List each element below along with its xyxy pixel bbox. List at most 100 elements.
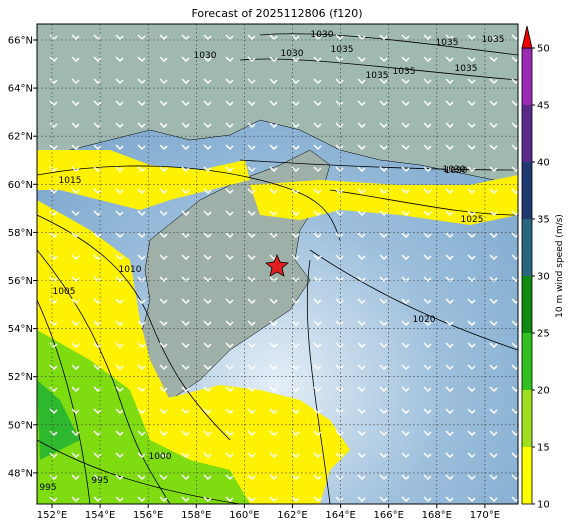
wind-barb (203, 452, 212, 459)
wind-barb (225, 166, 234, 173)
wind-barb (225, 100, 234, 107)
wind-barb (511, 430, 518, 437)
lat-label: 66°N (8, 36, 33, 47)
wind-barb (181, 166, 190, 173)
wind-barb (203, 386, 212, 393)
wind-barb (379, 386, 388, 393)
wind-barb (181, 430, 190, 437)
wind-barb (247, 364, 256, 371)
wind-barb (379, 78, 388, 85)
wind-barb (423, 78, 432, 85)
lon-label: 154°E (85, 510, 115, 521)
isobar-label: 1030 (443, 165, 466, 175)
wind-barb (313, 386, 322, 393)
wind-barb (269, 166, 278, 173)
wind-barb (423, 210, 432, 217)
wind-barb (71, 254, 80, 261)
wind-barb (489, 298, 498, 305)
wind-barb (423, 342, 432, 349)
wind-barb (489, 386, 498, 393)
wind-barb (423, 232, 432, 239)
lat-label: 58°N (8, 228, 33, 239)
wind-barb (291, 144, 300, 151)
wind-barb (49, 144, 58, 151)
wind-barb (489, 320, 498, 327)
wind-barb (511, 166, 518, 173)
wind-barb (203, 210, 212, 217)
wind-barb (467, 496, 476, 503)
wind-barb (203, 122, 212, 129)
wind-barb (445, 298, 454, 305)
wind-barb (247, 408, 256, 415)
wind-barb (401, 166, 410, 173)
wind-barb (203, 232, 212, 239)
isobar-label: 1010 (119, 265, 142, 275)
wind-barb (159, 386, 168, 393)
wind-barb (71, 452, 80, 459)
wind-barb (401, 210, 410, 217)
wind-barb (313, 254, 322, 261)
wind-barb (335, 496, 344, 503)
wind-barb (379, 122, 388, 129)
wind-barb (357, 254, 366, 261)
wind-barb (335, 188, 344, 195)
wind-barb (71, 78, 80, 85)
wind-barb (379, 342, 388, 349)
wind-barb (159, 210, 168, 217)
wind-barb (137, 298, 146, 305)
wind-barb (423, 254, 432, 261)
wind-barb (401, 474, 410, 481)
wind-barb (159, 100, 168, 107)
wind-barb (159, 34, 168, 41)
wind-barb (71, 320, 80, 327)
wind-barb (247, 452, 256, 459)
wind-barb (357, 342, 366, 349)
wind-barb (181, 122, 190, 129)
wind-barb (489, 474, 498, 481)
wind-barb (71, 386, 80, 393)
wind-barb (467, 188, 476, 195)
wind-barb (445, 342, 454, 349)
wind-barb (71, 276, 80, 283)
wind-barb (159, 166, 168, 173)
wind-barb (313, 496, 322, 503)
wind-barb (489, 78, 498, 85)
wind-barb (49, 122, 58, 129)
wind-barb (335, 364, 344, 371)
wind-barb (489, 452, 498, 459)
colorbar-segment (522, 390, 532, 447)
wind-barb (467, 474, 476, 481)
wind-barb (291, 78, 300, 85)
wind-barb (269, 386, 278, 393)
wind-barb (511, 408, 518, 415)
wind-barb (247, 34, 256, 41)
wind-barb (203, 254, 212, 261)
wind-barb (181, 78, 190, 85)
isobar-label: 1005 (53, 287, 76, 297)
wind-barb (291, 122, 300, 129)
isobar-label: 1030 (194, 51, 217, 61)
wind-barb (357, 78, 366, 85)
wind-barb (49, 166, 58, 173)
wind-barb (115, 276, 124, 283)
wind-barb (159, 122, 168, 129)
colorbar-tick-label: 45 (537, 101, 550, 112)
wind-barb (49, 34, 58, 41)
colorbar-segment (522, 48, 532, 105)
wind-barb (159, 188, 168, 195)
wind-barb (137, 122, 146, 129)
wind-barb (269, 144, 278, 151)
wind-barb (159, 78, 168, 85)
wind-barb (467, 34, 476, 41)
wind-barb (49, 320, 58, 327)
wind-barb (401, 452, 410, 459)
wind-barb (291, 276, 300, 283)
wind-barb (423, 496, 432, 503)
wind-barb (357, 364, 366, 371)
wind-barb (401, 386, 410, 393)
wind-barb (225, 342, 234, 349)
wind-barb (115, 364, 124, 371)
wind-barb (269, 56, 278, 63)
wind-barb (467, 166, 476, 173)
